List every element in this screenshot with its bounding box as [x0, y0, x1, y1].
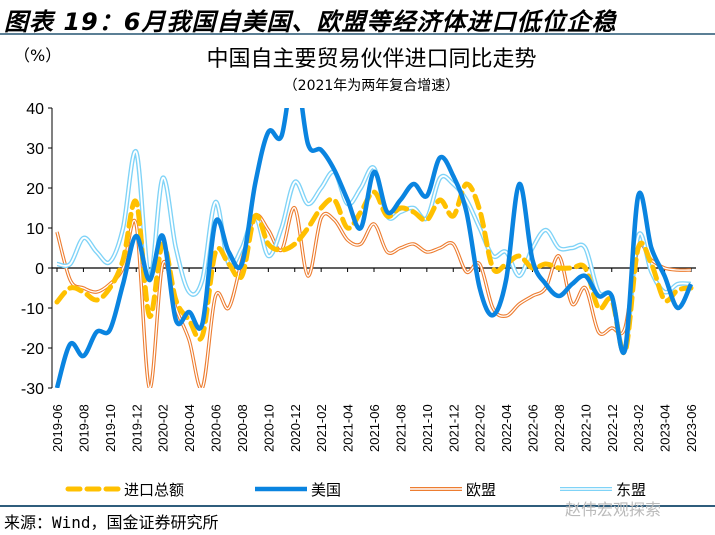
figure-title: 图表 19：6月我国自美国、欧盟等经济体进口低位企稳 — [4, 8, 617, 36]
x-tick-label: 2020-02 — [156, 404, 171, 452]
x-tick-label: 2019-10 — [103, 404, 118, 452]
legend-asean-label: 东盟 — [616, 481, 646, 499]
series-asean-line-inner — [56, 150, 692, 353]
series-total-line — [54, 181, 694, 356]
x-tick-label: 2021-06 — [367, 404, 382, 452]
series-group — [54, 108, 694, 388]
x-tick-label: 2022-12 — [605, 404, 620, 452]
y-tick-label: -10 — [21, 301, 44, 318]
x-tick-label: 2022-02 — [473, 404, 488, 452]
y-tick-label: 0 — [35, 261, 44, 278]
watermark: 赵伟宏观探索 — [565, 500, 662, 519]
x-tick-label: 2019-12 — [129, 404, 144, 452]
x-tick-label: 2020-08 — [235, 404, 250, 452]
bottom-rule — [0, 505, 715, 507]
x-tick-label: 2020-06 — [209, 404, 224, 452]
x-tick-label: 2021-04 — [341, 404, 356, 452]
y-tick-label: 30 — [26, 141, 44, 158]
series-usa-line — [54, 108, 694, 388]
y-tick-label: -30 — [21, 381, 44, 398]
x-tick-label: 2019-06 — [50, 404, 65, 452]
source-note: 来源：Wind，国金证券研究所 — [4, 513, 219, 532]
legend-total-label: 进口总额 — [124, 481, 184, 499]
legend-eu-label: 欧盟 — [466, 481, 496, 499]
x-tick-label: 2022-04 — [499, 404, 514, 452]
x-tick-label: 2020-10 — [261, 404, 276, 452]
chart-title: 中国自主要贸易伙伴进口同比走势 — [206, 47, 537, 72]
x-tick-label: 2020-12 — [288, 404, 303, 452]
x-tick-label: 2021-02 — [314, 404, 329, 452]
series-eu-line-inner — [56, 207, 692, 388]
top-rule — [0, 33, 715, 35]
x-tick-label: 2023-02 — [631, 404, 646, 452]
x-tick-label: 2022-08 — [552, 404, 567, 452]
chart-subtitle: （2021年为两年复合增速） — [283, 78, 460, 94]
y-axis-unit: （%） — [14, 46, 62, 65]
x-tick-label: 2022-06 — [526, 404, 541, 452]
y-tick-label: 40 — [26, 101, 44, 118]
x-tick-label: 2022-10 — [578, 404, 593, 452]
x-tick-label: 2021-12 — [446, 404, 461, 452]
y-tick-label: -20 — [21, 341, 44, 358]
x-tick-label: 2023-06 — [684, 404, 699, 452]
x-tick-label: 2021-08 — [393, 404, 408, 452]
y-tick-label: 10 — [26, 221, 44, 238]
x-tick-label: 2020-04 — [182, 404, 197, 452]
x-tick-label: 2021-10 — [420, 404, 435, 452]
legend-usa-label: 美国 — [311, 481, 341, 499]
y-tick-label: 20 — [26, 181, 44, 198]
x-tick-label: 2019-08 — [76, 404, 91, 452]
x-tick-label: 2023-04 — [658, 404, 673, 452]
